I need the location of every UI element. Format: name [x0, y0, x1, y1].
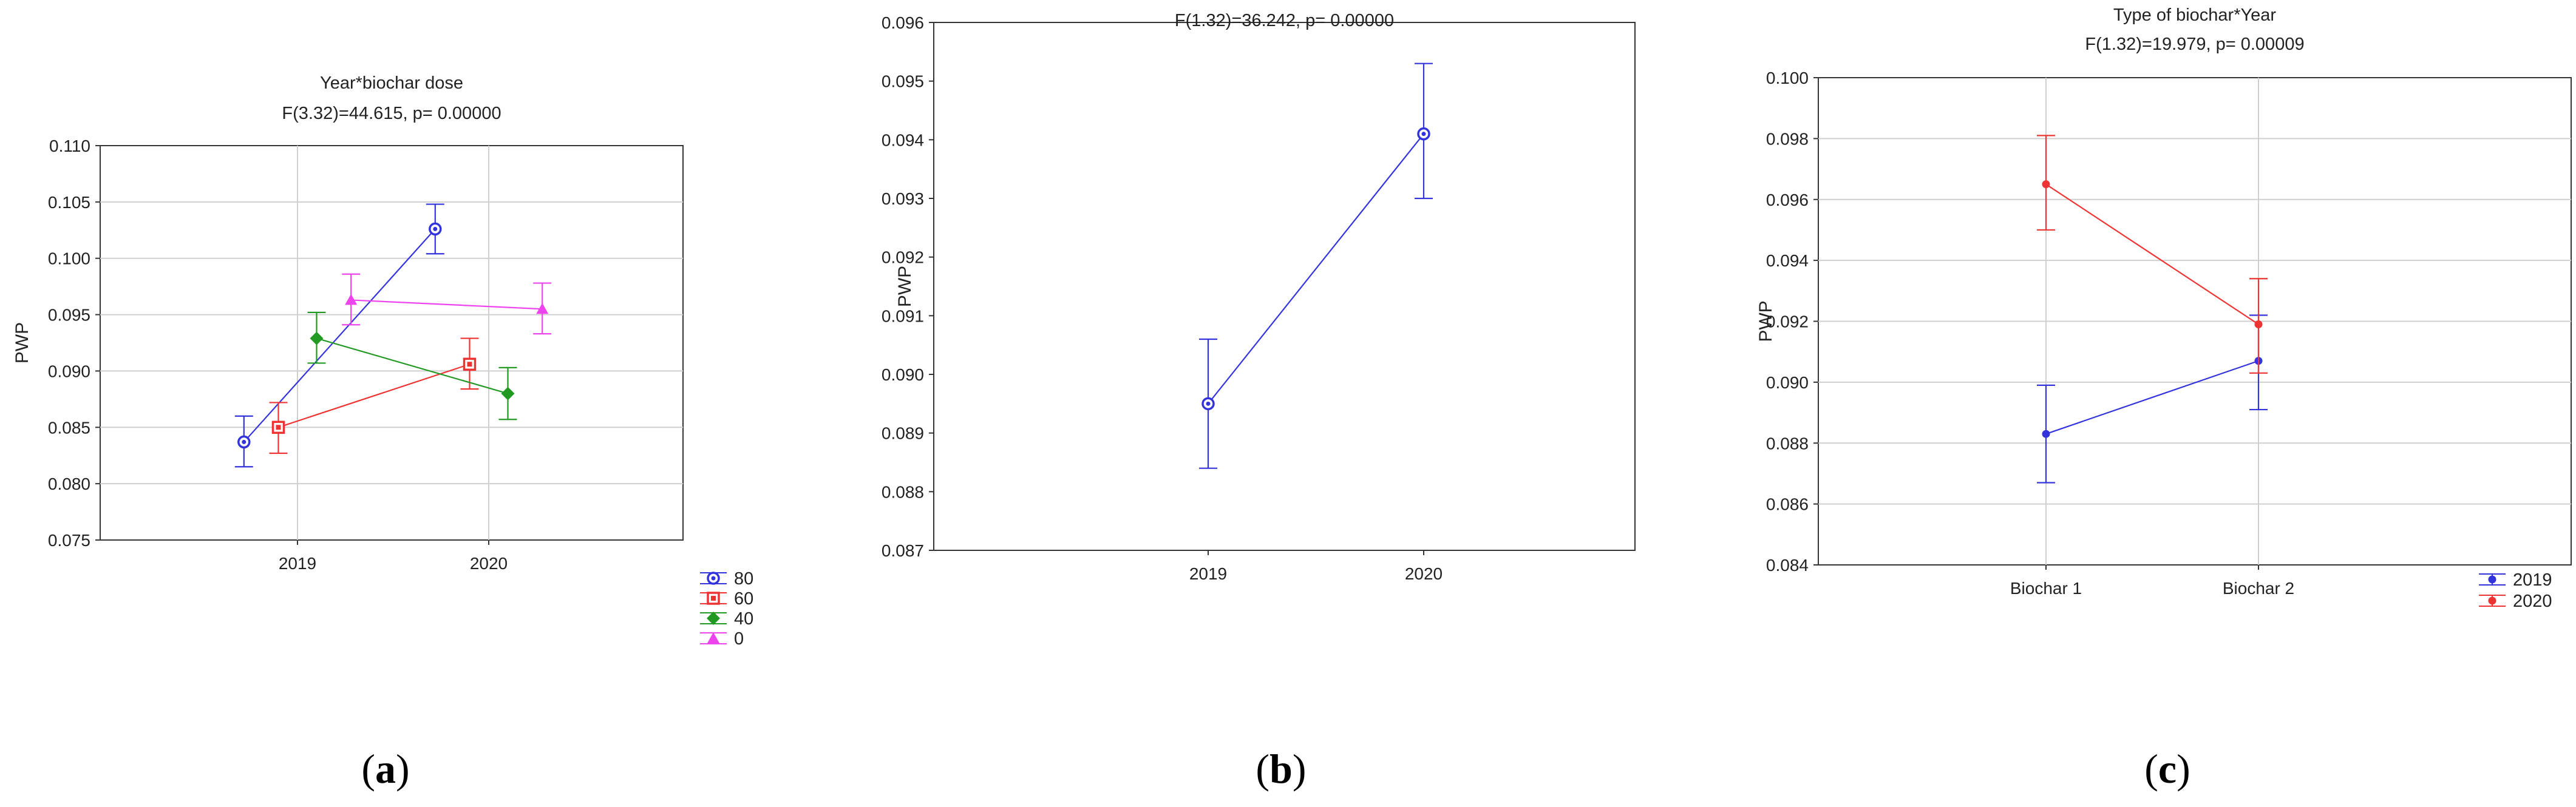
data-point-core: [1206, 401, 1211, 406]
data-point: [310, 331, 324, 345]
chart-panel-b: 0.087 0.088 0.089 0.090 0.091 0.092 0.093 0.094…: [882, 11, 1636, 792]
y-tick-label: 0.092: [882, 248, 924, 267]
y-tick-label: 0.100: [48, 249, 90, 268]
y-tick-label: 0.100: [1766, 69, 1809, 87]
series-line: [278, 363, 470, 428]
x-tick-label: 2020: [470, 554, 508, 573]
data-point-core: [433, 226, 438, 231]
legend-marker: [707, 612, 720, 625]
x-tick-label: 2020: [1405, 564, 1443, 583]
caption-letter: a: [375, 746, 396, 792]
y-tick-label: 0.110: [49, 137, 90, 155]
y-axis-label: PWP: [1756, 300, 1776, 342]
chart-subtitle: F(1.32)=36.242, p= 0.00000: [1175, 11, 1394, 30]
y-tick-label: 0.084: [1766, 556, 1809, 575]
series-line: [351, 299, 543, 310]
chart-panel-c: 0.084 0.086 0.088 0.090 0.092 0.094 0.096 0.098…: [1756, 5, 2572, 792]
legend-label: 0: [734, 629, 744, 649]
caption-letter: b: [1269, 746, 1293, 792]
legend-label: 2020: [2513, 592, 2552, 611]
data-point: [345, 294, 358, 305]
data-point-core: [1421, 132, 1426, 137]
data-point-core: [242, 439, 246, 444]
caption-paren-open: (: [2144, 746, 2158, 792]
y-tick-label: 0.090: [48, 362, 90, 380]
legend-marker-core: [711, 596, 716, 601]
y-axis-label: PWP: [12, 322, 32, 363]
legend-label: 2019: [2513, 570, 2552, 590]
x-tick-label: Biochar 1: [2010, 579, 2082, 598]
legend-marker: [707, 632, 719, 643]
y-tick-label: 0.080: [48, 474, 90, 493]
y-tick-label: 0.095: [48, 306, 90, 325]
caption-paren-close: ): [2177, 746, 2190, 792]
y-tick-label: 0.086: [1766, 495, 1809, 514]
x-tick-label: Biochar 2: [2223, 579, 2294, 598]
y-tick-label: 0.096: [882, 13, 924, 32]
y-tick-label: 0.089: [882, 424, 924, 443]
y-tick-label: 0.094: [882, 130, 924, 149]
legend-marker: [2488, 596, 2496, 605]
data-point: [501, 387, 515, 400]
chart-title: Year*biochar dose: [320, 73, 463, 93]
series-line: [2045, 360, 2259, 435]
caption-paren-close: ): [396, 746, 410, 792]
data-point-core: [467, 362, 472, 367]
y-tick-label: 0.090: [1766, 373, 1809, 392]
x-tick-label: 2019: [279, 554, 316, 573]
data-point: [2254, 320, 2263, 329]
caption-paren-close: ): [1293, 746, 1307, 792]
y-tick-label: 0.088: [1766, 434, 1809, 453]
legend-marker-core: [711, 576, 716, 581]
legend-label: 60: [734, 589, 753, 609]
chart-panel-a: 0.075 0.080 0.085 0.090 0.095 0.100 0.105 0.110…: [12, 73, 753, 792]
y-tick-label: 0.095: [882, 72, 924, 91]
series-line: [1208, 133, 1424, 405]
chart-subtitle: F(3.32)=44.615, p= 0.00000: [282, 104, 501, 123]
caption-paren-open: (: [1256, 746, 1269, 792]
panel-caption: (c): [2144, 746, 2190, 792]
legend-marker: [2488, 575, 2496, 584]
series-line: [243, 228, 436, 443]
caption-letter: c: [2158, 746, 2177, 792]
y-tick-label: 0.085: [48, 418, 90, 437]
y-tick-label: 0.094: [1766, 251, 1809, 270]
panel-caption: (b): [1256, 746, 1306, 792]
y-axis-label: PWP: [895, 266, 915, 307]
y-tick-label: 0.093: [882, 189, 924, 208]
y-tick-label: 0.090: [882, 365, 924, 384]
plot-frame: [100, 145, 684, 541]
y-tick-label: 0.096: [1766, 191, 1809, 209]
y-tick-label: 0.105: [48, 193, 90, 212]
chart-title: Type of biochar*Year: [2113, 5, 2277, 25]
y-tick-label: 0.098: [1766, 129, 1809, 148]
y-tick-label: 0.088: [882, 482, 924, 501]
plot-frame: [933, 22, 1636, 551]
y-tick-label: 0.092: [1766, 312, 1809, 331]
y-tick-label: 0.087: [882, 541, 924, 560]
y-tick-label: 0.091: [882, 306, 924, 325]
caption-paren-open: (: [361, 746, 375, 792]
legend-label: 80: [734, 569, 753, 589]
x-tick-label: 2019: [1189, 564, 1227, 583]
data-point-core: [276, 425, 281, 430]
series-line: [316, 337, 508, 394]
series-line: [2045, 183, 2259, 325]
data-point: [536, 303, 549, 314]
data-point: [2042, 430, 2050, 438]
panel-caption: (a): [361, 746, 409, 792]
data-point: [2042, 180, 2050, 189]
chart-subtitle: F(1.32)=19.979, p= 0.00009: [2085, 35, 2304, 54]
legend-label: 40: [734, 609, 753, 629]
y-tick-label: 0.075: [48, 531, 90, 550]
